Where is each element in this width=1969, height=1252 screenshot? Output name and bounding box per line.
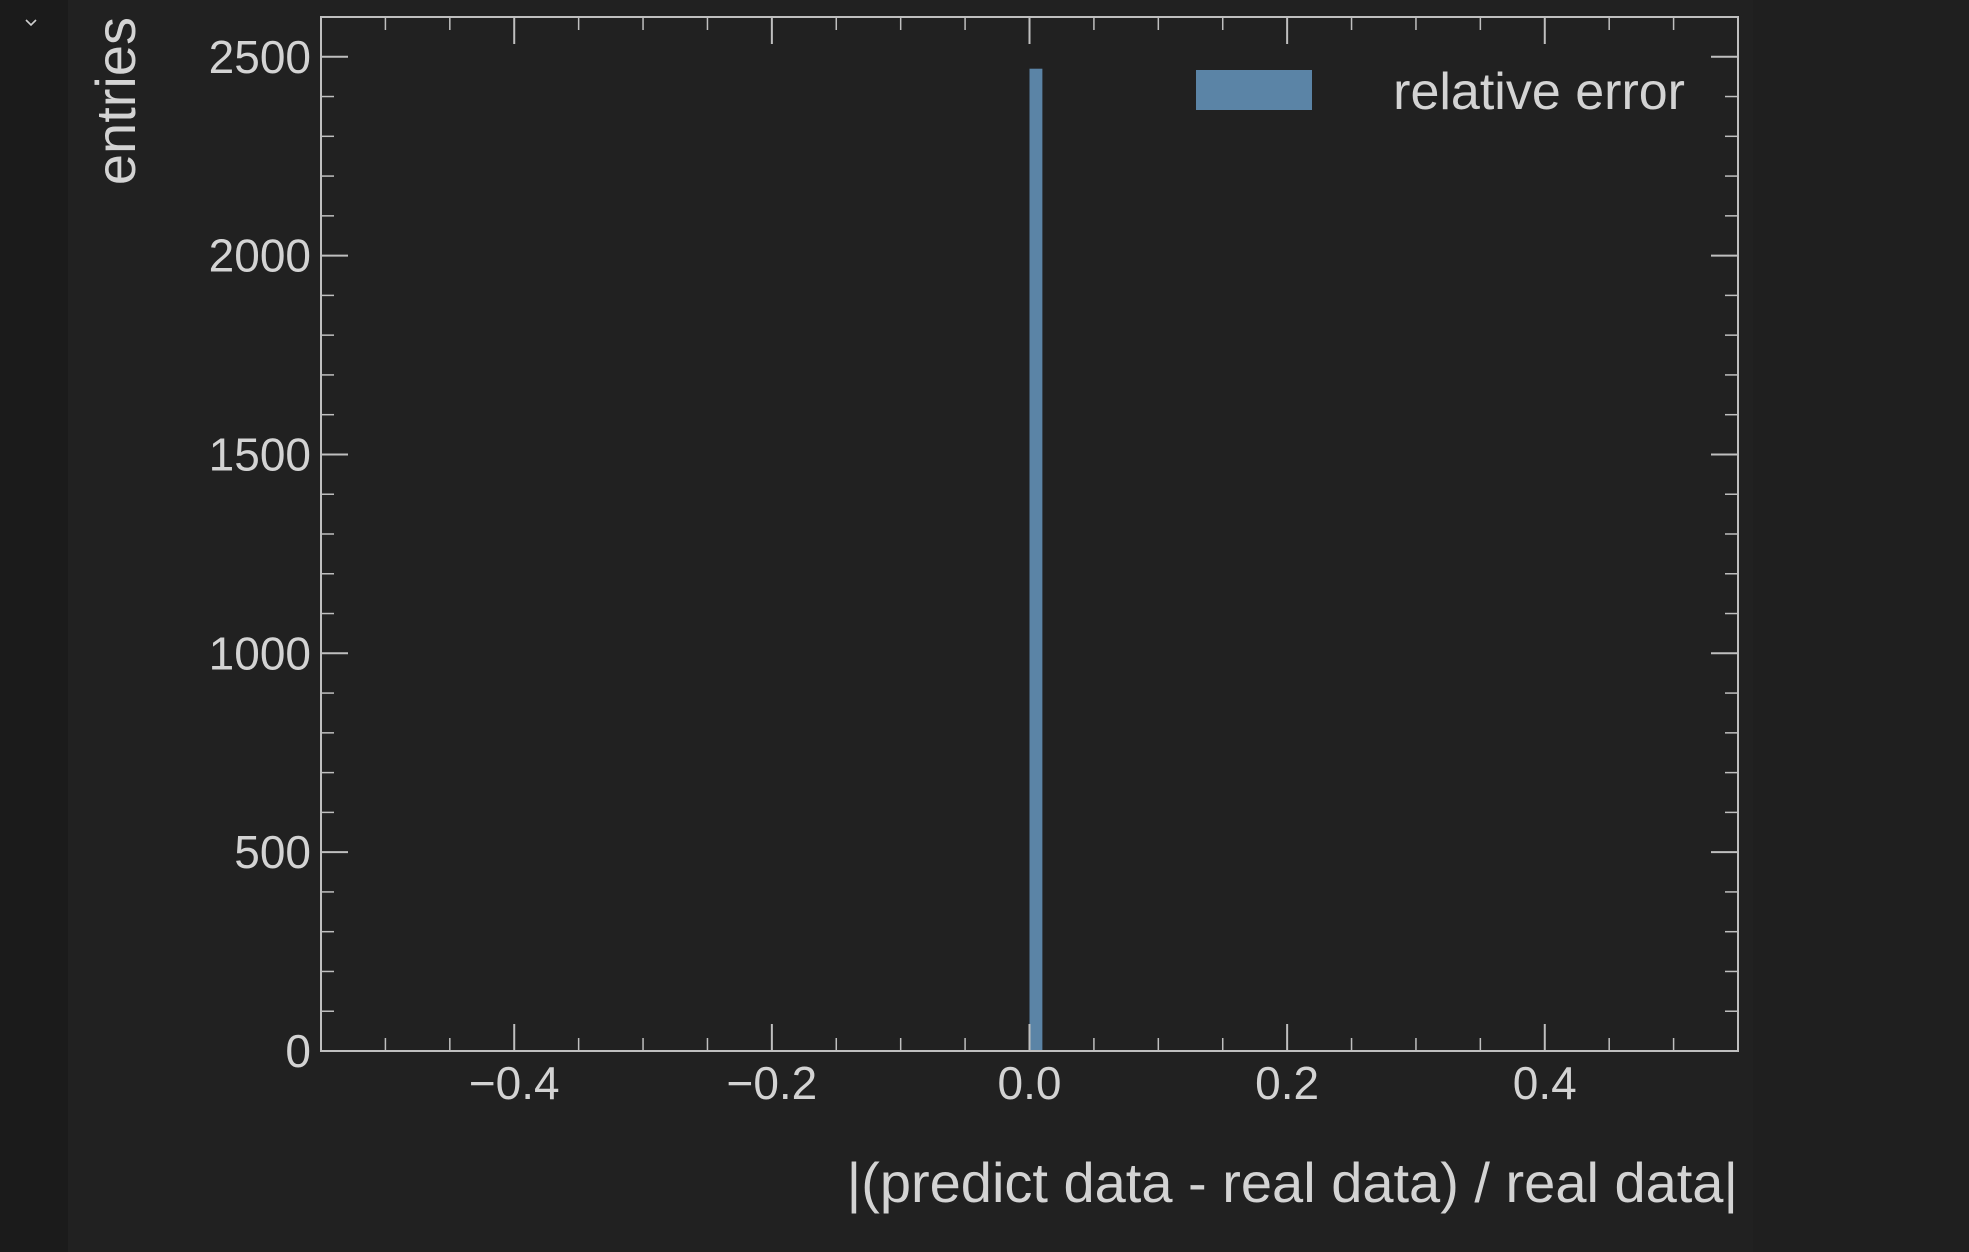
chevron-down-icon [25,19,37,27]
x-tick-label: 0.4 [1513,1057,1577,1109]
histogram-chart: −0.4 −0.2 0.0 0.2 0.4 0 500 1000 1500 2000 2500 |… [84,16,1739,1214]
x-axis-label: |(predict data - real data) / real data| [847,1151,1738,1214]
x-tick-label: −0.2 [726,1057,817,1109]
y-axis-label: entries [84,17,147,185]
x-tick-label: 0.2 [1255,1057,1319,1109]
y-tick-label: 2500 [209,31,311,83]
legend-swatch [1196,70,1312,110]
axes-frame [320,16,1739,1052]
cell-gutter [0,0,68,1252]
y-tick-label: 1500 [209,428,311,480]
legend-label: relative error [1393,63,1685,121]
x-tick-label: 0.0 [998,1057,1062,1109]
histogram-bar [1029,68,1043,1051]
y-tick-label: 0 [285,1025,311,1077]
y-tick-label: 2000 [209,230,311,282]
y-tick-label: 1000 [209,627,311,679]
y-tick-label: 500 [234,826,311,878]
x-tick-label: −0.4 [469,1057,560,1109]
collapse-output-button[interactable] [20,14,42,32]
cell-output: −0.4 −0.2 0.0 0.2 0.4 0 500 1000 1500 2000 2500 |… [68,0,1753,1252]
legend: relative error [1196,63,1685,121]
